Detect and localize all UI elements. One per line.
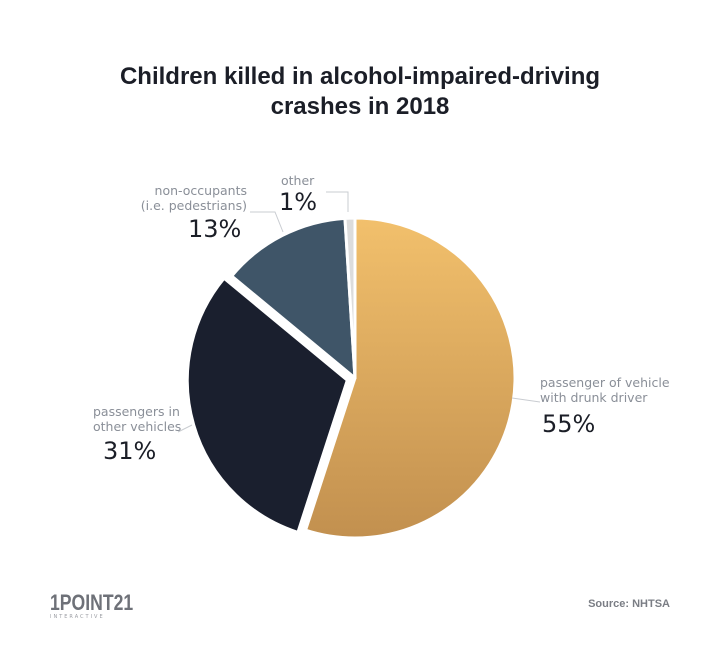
- leader-line-non-occupants: [250, 211, 284, 233]
- label-line: with drunk driver: [540, 390, 648, 405]
- label-passengers-other: passengers in other vehicles: [93, 404, 181, 434]
- leader-line-passengers-other: [177, 424, 193, 433]
- value-passenger-drunk: 55%: [542, 410, 596, 438]
- label-line: passengers in: [93, 404, 180, 419]
- pie-slice-passenger-of-vehicle-with-drunk-driver: [304, 216, 517, 540]
- label-line: passenger of vehicle: [540, 375, 670, 390]
- pie-slice-other: [343, 216, 357, 380]
- title-line-2: crashes in 2018: [270, 93, 450, 120]
- label-non-occupants: non-occupants (i.e. pedestrians): [135, 183, 247, 213]
- leader-line-other: [326, 191, 349, 212]
- label-line: other vehicles: [93, 419, 182, 434]
- label-other: other: [281, 173, 315, 188]
- value-non-occupants: 13%: [188, 215, 242, 243]
- brand-logo-sub: INTERACTIVE: [50, 614, 105, 620]
- source-note: Source: NHTSA: [588, 598, 670, 610]
- title-line-1: Children killed in alcohol-impaired-driv…: [119, 63, 601, 90]
- label-passenger-drunk: passenger of vehicle with drunk driver: [540, 375, 670, 405]
- brand-logo: 1POINT21: [50, 590, 134, 615]
- pie-slice-passengers-in-other-vehicles: [185, 276, 349, 534]
- label-line: non-occupants: [154, 183, 247, 198]
- leader-line-passenger-drunk: [511, 397, 541, 403]
- label-line: (i.e. pedestrians): [140, 198, 247, 213]
- value-passengers-other: 31%: [103, 437, 157, 465]
- pie-slice-non-occupants-i-e-pedestrians: [230, 216, 357, 380]
- value-other: 1%: [279, 188, 318, 216]
- chart-title: Children killed in alcohol-impaired-driv…: [0, 62, 720, 122]
